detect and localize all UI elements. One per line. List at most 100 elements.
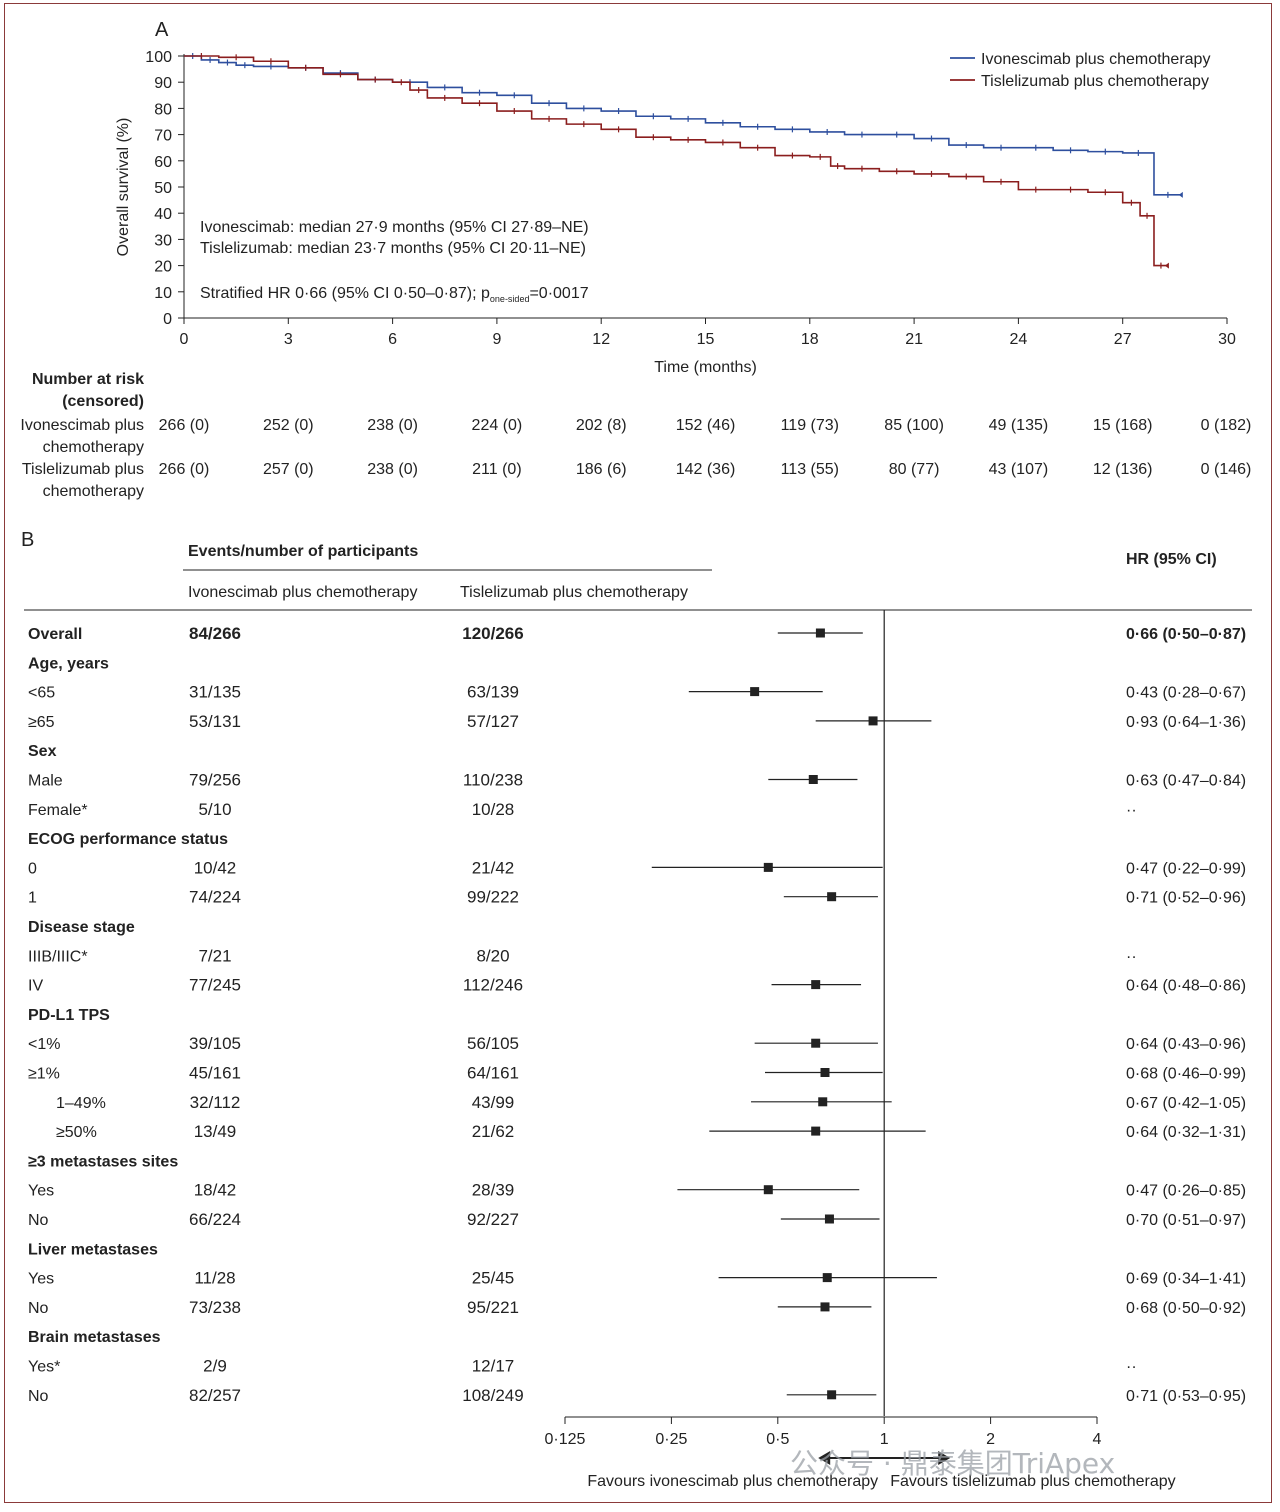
y-tick-label: 90 <box>154 75 172 92</box>
annotation-hr-subscript: one-sided <box>490 294 530 304</box>
hr-value: 0·63 (0·47–0·84) <box>1126 773 1246 790</box>
events-header: Events/number of participants <box>188 543 418 560</box>
hr-value: 0·47 (0·26–0·85) <box>1126 1183 1246 1200</box>
events-ivonescimab: 7/21 <box>198 946 231 965</box>
risk-count: 266 (0) <box>159 461 210 478</box>
hr-value: ·· <box>1126 1359 1137 1376</box>
risk-count: 15 (168) <box>1093 417 1153 434</box>
risk-count: 186 (6) <box>576 461 627 478</box>
events-ivonescimab: 32/112 <box>190 1093 241 1112</box>
hr-point <box>822 1273 832 1283</box>
hr-point <box>827 892 837 902</box>
events-tislelizumab: 43/99 <box>472 1093 515 1112</box>
events-ivonescimab: 73/238 <box>189 1298 241 1317</box>
km-panel: 0 10 20 30 40 50 60 70 80 90 100 0 3 6 9 12 15 18 21 24 27 30… <box>20 49 1251 500</box>
risk-row-label: Tislelizumab plus <box>22 461 144 478</box>
risk-count: 224 (0) <box>472 417 523 434</box>
risk-row-label: chemotherapy <box>43 439 144 456</box>
forest-x-tick-label: 4 <box>1093 1431 1102 1448</box>
hr-point <box>820 1068 830 1077</box>
y-tick-label: 50 <box>154 180 172 197</box>
hr-value: 0·67 (0·42–1·05) <box>1126 1095 1246 1112</box>
subgroup-header: Brain metastases <box>28 1329 161 1346</box>
x-tick-label: 21 <box>905 331 923 348</box>
events-ivonescimab: 84/266 <box>189 624 241 643</box>
y-tick-label: 0 <box>163 311 172 328</box>
risk-count: 211 (0) <box>472 461 522 478</box>
risk-count: 0 (146) <box>1201 461 1252 478</box>
subgroup-header: Disease stage <box>28 919 135 936</box>
row-label: No <box>28 1212 49 1229</box>
favours-left-arrowhead <box>818 1451 831 1465</box>
panel-label-a: A <box>155 19 169 41</box>
hr-value: ·· <box>1126 948 1137 965</box>
row-label: 0 <box>28 860 37 877</box>
events-ivonescimab: 45/161 <box>189 1064 241 1083</box>
hr-value: 0·47 (0·22–0·99) <box>1126 860 1246 877</box>
subgroup-header: Sex <box>28 743 57 760</box>
y-tick-label: 80 <box>154 101 172 118</box>
risk-count: 0 (182) <box>1201 417 1252 434</box>
figure-frame <box>4 3 1272 1503</box>
events-ivonescimab: 5/10 <box>198 800 231 819</box>
annotation-hr: Stratified HR 0·66 (95% CI 0·50–0·87); p… <box>200 285 589 304</box>
hr-value: 0·68 (0·50–0·92) <box>1126 1300 1246 1317</box>
row-label: Yes <box>28 1183 54 1200</box>
risk-count: 80 (77) <box>889 461 940 478</box>
legend-label: Tislelizumab plus chemotherapy <box>981 73 1209 90</box>
hr-column-header: HR (95% CI) <box>1126 551 1217 568</box>
risk-count: 266 (0) <box>159 417 210 434</box>
hr-value: 0·93 (0·64–1·36) <box>1126 714 1246 731</box>
risk-table-title: Number at risk <box>32 371 144 388</box>
row-label: 1 <box>28 890 37 907</box>
favours-left-label: Favours ivonescimab plus chemotherapy <box>587 1473 878 1490</box>
annotation-median-ivonescimab: Ivonescimab: median 27·9 months (95% CI … <box>200 219 589 236</box>
hr-value: ·· <box>1126 802 1137 819</box>
hr-point <box>827 1390 837 1400</box>
column-header-ivonescimab: Ivonescimab plus chemotherapy <box>188 584 417 601</box>
favours-right-arrowhead <box>938 1451 951 1465</box>
x-tick-label: 3 <box>284 331 293 348</box>
hr-point <box>820 1302 830 1312</box>
events-tislelizumab: 108/249 <box>462 1386 523 1405</box>
km-curve-tislelizumab <box>184 55 1168 267</box>
x-tick-label: 27 <box>1114 331 1132 348</box>
events-ivonescimab: 13/49 <box>194 1122 237 1141</box>
legend-label: Ivonescimab plus chemotherapy <box>981 51 1210 68</box>
hr-value: 0·71 (0·53–0·95) <box>1126 1388 1246 1405</box>
favours-right-label: Favours tislelizumab plus chemotherapy <box>890 1473 1175 1490</box>
row-label: No <box>28 1300 49 1317</box>
x-tick-label: 6 <box>388 331 397 348</box>
risk-count: 257 (0) <box>263 461 314 478</box>
y-tick-label: 60 <box>154 154 172 171</box>
hr-point <box>763 1185 773 1195</box>
row-label: ≥65 <box>28 714 55 731</box>
subgroup-header: ECOG performance status <box>28 831 228 848</box>
risk-count: 152 (46) <box>676 417 736 434</box>
x-tick-label: 15 <box>697 331 715 348</box>
forest-panel: Events/number of participants Ivonescimab… <box>24 543 1252 1490</box>
events-tislelizumab: 57/127 <box>467 712 519 731</box>
x-tick-label: 30 <box>1218 331 1236 348</box>
annotation-median-tislelizumab: Tislelizumab: median 23·7 months (95% CI… <box>200 240 586 257</box>
risk-count: 238 (0) <box>367 417 418 434</box>
risk-count: 85 (100) <box>884 417 944 434</box>
risk-count: 252 (0) <box>263 417 314 434</box>
row-label: IV <box>28 978 43 995</box>
hr-point <box>868 716 878 726</box>
hr-value: 0·68 (0·46–0·99) <box>1126 1066 1246 1083</box>
risk-count: 43 (107) <box>989 461 1049 478</box>
events-ivonescimab: 66/224 <box>189 1210 241 1229</box>
risk-row-label: chemotherapy <box>43 483 144 500</box>
censor-mark <box>1164 262 1169 269</box>
hr-point <box>815 628 825 638</box>
row-label: 1–49% <box>56 1095 106 1112</box>
events-tislelizumab: 95/221 <box>467 1298 519 1317</box>
row-label: <65 <box>28 685 55 702</box>
events-ivonescimab: 74/224 <box>189 888 241 907</box>
risk-count: 113 (55) <box>781 461 839 478</box>
row-label: Male <box>28 773 63 790</box>
events-ivonescimab: 18/42 <box>194 1181 237 1200</box>
forest-x-tick-label: 0·5 <box>766 1431 789 1448</box>
